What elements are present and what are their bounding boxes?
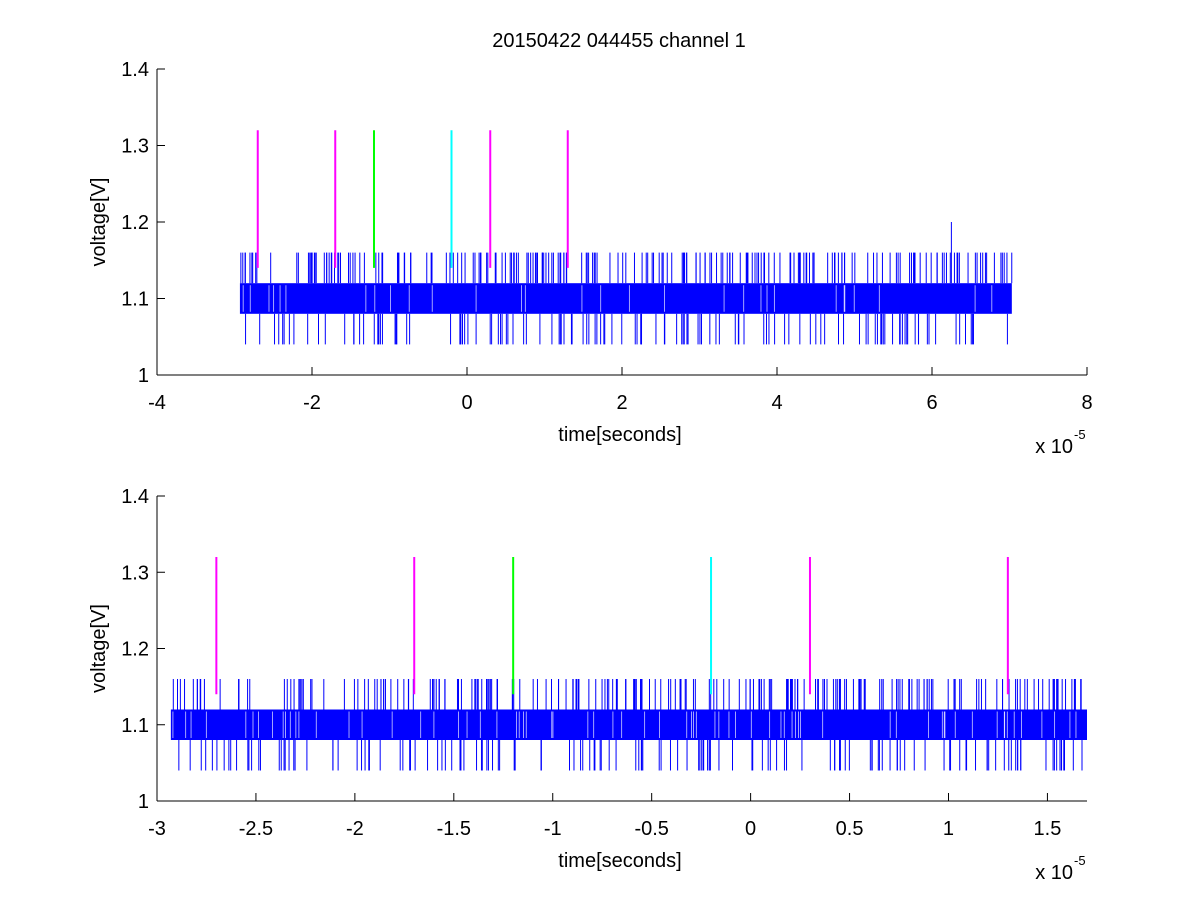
x-tick-label: -2 <box>303 392 321 414</box>
y-tick-label: 1.1 <box>121 715 149 737</box>
x-tick-label: -2.5 <box>239 818 273 840</box>
x-tick-label: -1.5 <box>437 818 471 840</box>
x-tick-label: 8 <box>1081 392 1092 414</box>
x-tick-label: 0 <box>745 818 756 840</box>
x-tick-label: -1 <box>544 818 562 840</box>
y-axis-label: voltage[V] <box>88 178 110 267</box>
x-tick-label: 6 <box>926 392 937 414</box>
x-tick-label: 1.5 <box>1034 818 1062 840</box>
y-tick-label: 1.1 <box>121 289 149 311</box>
x-scale-exponent: -5 <box>1074 427 1086 442</box>
signal-spikes <box>172 679 1083 771</box>
figure-title: 20150422 044455 channel 1 <box>492 30 746 52</box>
y-tick-label: 1.4 <box>121 486 149 508</box>
y-tick-label: 1.3 <box>121 562 149 584</box>
x-tick-label: 2 <box>616 392 627 414</box>
top-plot: 1 1.1 1.2 1.3 1.4 -4 -2 0 2 4 6 8 time[seconds] volta… <box>88 59 1093 458</box>
y-tick-label: 1.4 <box>121 59 149 81</box>
bottom-plot: 1 1.1 1.2 1.3 1.4 -3 -2.5 -2 -1.5 -1 -0.5 0 0.5 1 1.5 t… <box>88 486 1087 884</box>
y-tick-label: 1.2 <box>121 212 149 234</box>
y-tick-label: 1 <box>138 365 149 387</box>
signal-band <box>170 709 1087 740</box>
x-scale-multiplier: x 10 <box>1035 862 1073 884</box>
x-tick-label: -0.5 <box>634 818 668 840</box>
x-tick-label: 1 <box>943 818 954 840</box>
x-axis-label: time[seconds] <box>558 850 681 872</box>
x-scale-exponent: -5 <box>1074 853 1086 868</box>
x-tick-label: 0.5 <box>836 818 864 840</box>
x-tick-label: -4 <box>148 392 166 414</box>
x-axis-label: time[seconds] <box>558 424 681 446</box>
y-tick-label: 1 <box>138 791 149 813</box>
y-tick-label: 1.2 <box>121 639 149 661</box>
signal-band <box>239 283 1012 314</box>
x-scale-multiplier: x 10 <box>1035 436 1073 458</box>
x-tick-label: 4 <box>771 392 782 414</box>
signal-spikes <box>240 252 1013 345</box>
y-tick-label: 1.3 <box>121 136 149 158</box>
y-axis-label: voltage[V] <box>88 604 110 693</box>
x-tick-label: 0 <box>461 392 472 414</box>
x-tick-label: -2 <box>346 818 364 840</box>
x-tick-label: -3 <box>148 818 166 840</box>
